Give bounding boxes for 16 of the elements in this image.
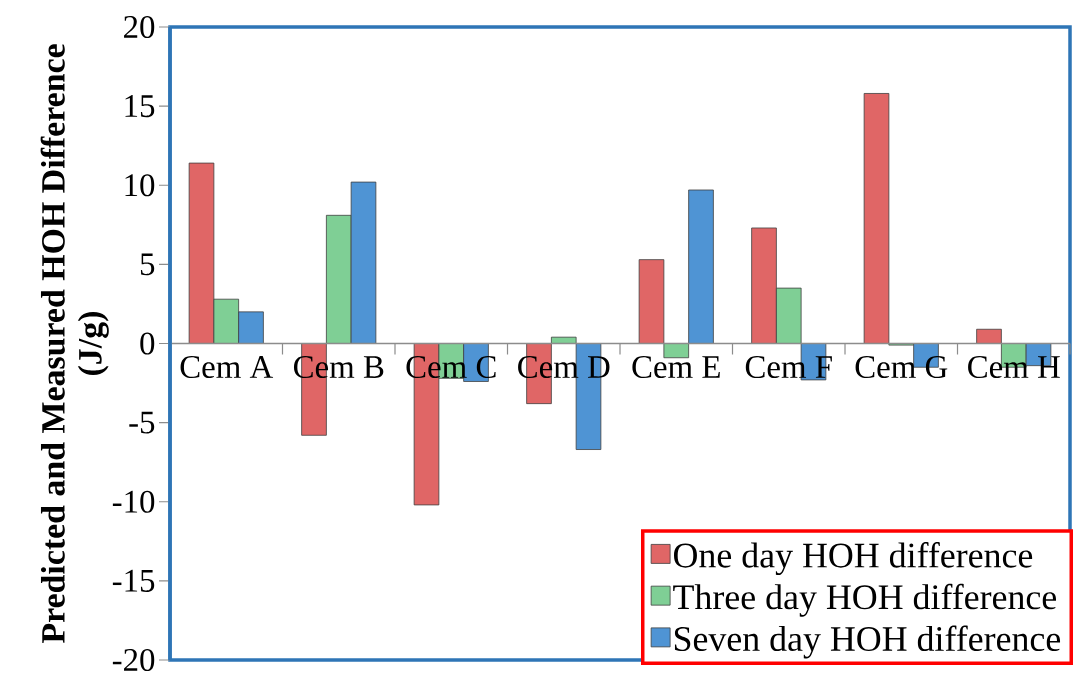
y-tick-label: 10 bbox=[125, 174, 155, 197]
legend-label: One day HOH difference bbox=[674, 542, 1033, 576]
legend-label: Seven day HOH difference bbox=[674, 625, 1061, 659]
y-tick-label: -20 bbox=[112, 648, 155, 672]
y-tick-label: 15 bbox=[125, 95, 155, 118]
y-tick-label: -5 bbox=[129, 411, 155, 434]
y-tick-label: -10 bbox=[112, 490, 155, 513]
y-axis-title: Predicted and Measured HOH Difference (J/g) bbox=[40, 44, 109, 644]
legend-label: Three day HOH difference bbox=[673, 583, 1057, 617]
x-tick-label: Cem A bbox=[180, 356, 274, 379]
y-tick-label: 5 bbox=[140, 253, 155, 276]
x-tick-label: Cem H bbox=[968, 356, 1060, 379]
y-tick-label: 0 bbox=[140, 332, 155, 355]
y-tick-label: -15 bbox=[112, 569, 155, 592]
y-tick-label: 20 bbox=[124, 15, 155, 39]
x-tick-label: Cem E bbox=[632, 356, 720, 379]
